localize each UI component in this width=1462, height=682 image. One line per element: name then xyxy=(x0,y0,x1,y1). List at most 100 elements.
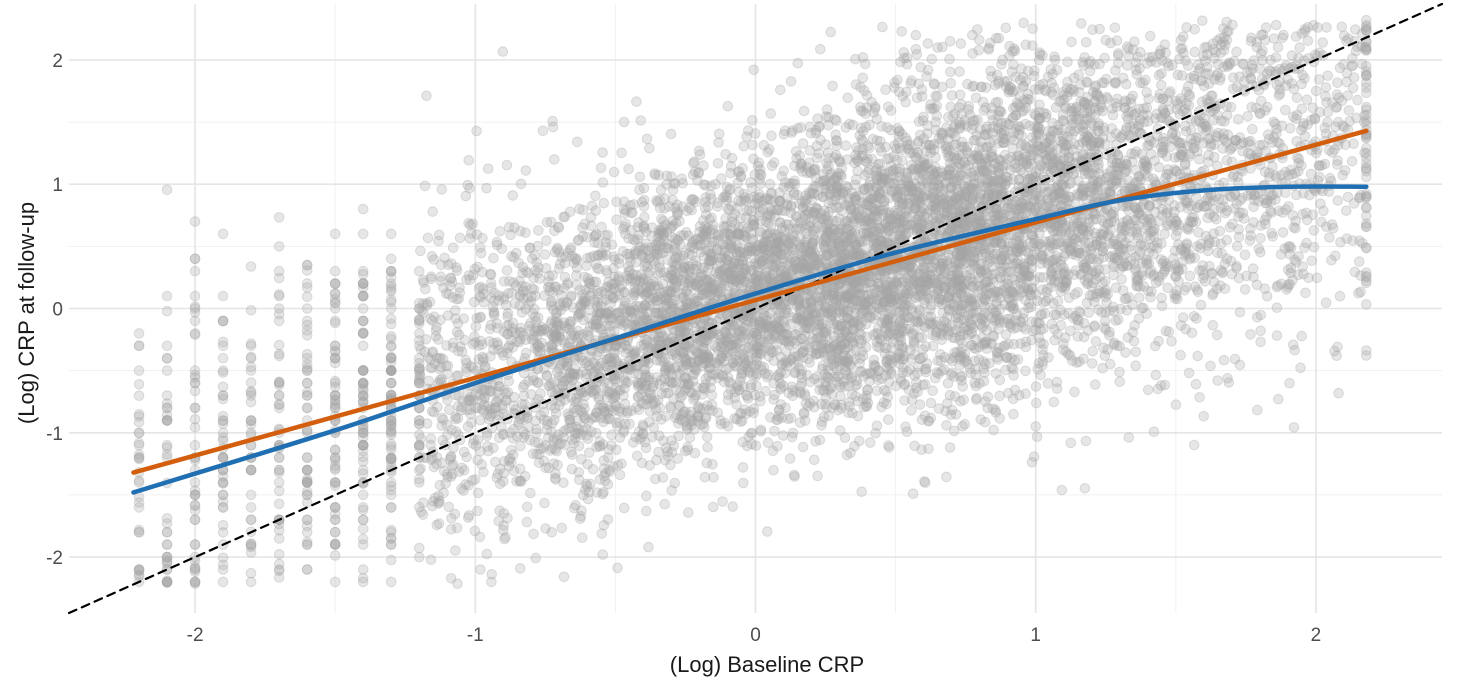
scatter-point xyxy=(385,352,397,364)
scatter-point xyxy=(1290,223,1301,234)
scatter-point xyxy=(549,154,560,165)
scatter-point xyxy=(556,522,568,534)
scatter-point xyxy=(414,473,425,485)
scatter-point xyxy=(778,253,789,264)
scatter-point xyxy=(1354,256,1365,267)
scatter-point xyxy=(301,303,313,314)
scatter-point xyxy=(597,147,608,158)
scatter-point xyxy=(913,268,925,280)
scatter-point xyxy=(835,169,847,180)
scatter-point xyxy=(721,347,732,359)
scatter-point xyxy=(1205,90,1217,102)
scatter-point xyxy=(1199,276,1211,287)
scatter-point xyxy=(1361,41,1372,53)
scatter-point xyxy=(329,576,341,588)
scatter-point xyxy=(1252,404,1263,416)
scatter-point xyxy=(976,81,987,93)
scatter-point xyxy=(997,160,1009,171)
scatter-point xyxy=(427,206,439,217)
scatter-point xyxy=(1067,355,1078,367)
scatter-point xyxy=(446,513,457,524)
scatter-point xyxy=(1142,384,1154,396)
scatter-point xyxy=(590,276,602,288)
scatter-point xyxy=(482,163,494,174)
scatter-point xyxy=(1192,350,1203,362)
scatter-point xyxy=(906,186,918,197)
scatter-point xyxy=(301,489,313,501)
scatter-point xyxy=(1114,366,1125,378)
scatter-point xyxy=(1024,237,1036,248)
scatter-point xyxy=(717,496,728,507)
scatter-point xyxy=(462,179,474,191)
scatter-point xyxy=(573,467,585,478)
scatter-point xyxy=(1320,297,1332,309)
scatter-point xyxy=(499,533,510,545)
scatter-point xyxy=(942,378,954,389)
scatter-point xyxy=(597,439,609,450)
scatter-point xyxy=(1020,365,1031,377)
scatter-point xyxy=(616,147,627,159)
scatter-point xyxy=(634,241,646,253)
scatter-point xyxy=(970,300,981,312)
scatter-point xyxy=(1080,435,1092,447)
scatter-point xyxy=(301,489,313,501)
scatter-point xyxy=(773,404,785,416)
scatter-point xyxy=(1156,292,1167,304)
scatter-point xyxy=(592,296,604,308)
scatter-point xyxy=(414,551,425,563)
scatter-point xyxy=(445,451,457,462)
scatter-point xyxy=(1219,32,1230,44)
scatter-point xyxy=(1007,174,1019,185)
scatter-point xyxy=(899,289,911,300)
scatter-point xyxy=(1350,45,1362,57)
scatter-point xyxy=(273,477,285,488)
scatter-point xyxy=(791,335,803,346)
scatter-point xyxy=(539,497,550,509)
scatter-point xyxy=(1073,356,1085,368)
scatter-point xyxy=(994,214,1005,225)
scatter-point xyxy=(1271,330,1283,341)
scatter-point xyxy=(623,163,634,175)
scatter-point xyxy=(784,453,796,464)
scatter-point xyxy=(716,352,728,364)
scatter-point xyxy=(972,24,983,35)
scatter-point xyxy=(133,564,145,575)
scatter-point xyxy=(856,236,868,247)
scatter-point xyxy=(712,158,724,169)
scatter-point xyxy=(885,292,897,304)
scatter-point xyxy=(1268,33,1280,44)
scatter-point xyxy=(1296,330,1307,342)
scatter-point xyxy=(426,362,438,374)
scatter-point xyxy=(1288,422,1300,433)
scatter-point xyxy=(1310,85,1322,97)
scatter-point xyxy=(1257,139,1269,151)
scatter-point xyxy=(481,182,492,194)
scatter-point xyxy=(643,541,654,553)
scatter-point xyxy=(553,263,565,274)
scatter-point xyxy=(795,314,806,325)
scatter-point xyxy=(1317,37,1328,48)
scatter-point xyxy=(1181,22,1192,33)
scatter-point xyxy=(1188,439,1200,451)
scatter-point xyxy=(712,285,724,297)
scatter-point xyxy=(1131,108,1142,119)
scatter-point xyxy=(876,178,887,189)
scatter-point xyxy=(217,576,229,588)
scatter-point xyxy=(944,442,956,453)
scatter-point xyxy=(1051,376,1063,388)
scatter-point xyxy=(871,385,883,397)
scatter-point xyxy=(189,402,201,414)
scatter-point xyxy=(612,562,623,574)
scatter-point xyxy=(870,427,881,439)
scatter-point xyxy=(755,424,767,436)
scatter-point xyxy=(965,110,976,121)
scatter-point xyxy=(559,317,570,329)
scatter-point xyxy=(1048,396,1060,408)
scatter-point xyxy=(909,440,920,452)
scatter-point xyxy=(1209,277,1220,288)
scatter-point xyxy=(1255,233,1266,244)
scatter-point xyxy=(762,437,774,449)
scatter-point xyxy=(301,278,313,289)
scatter-point xyxy=(927,174,938,185)
